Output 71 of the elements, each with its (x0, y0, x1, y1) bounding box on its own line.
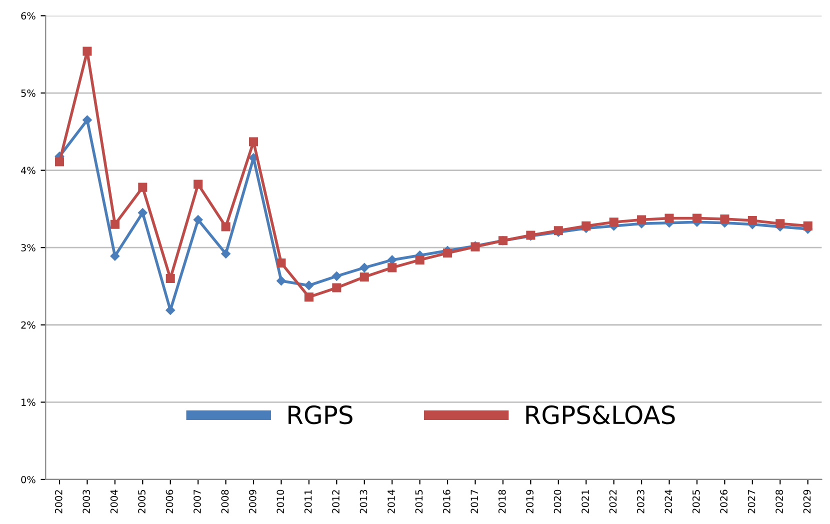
point (360, 263, 370, 272)
point (388, 263, 397, 272)
point (443, 248, 452, 258)
point (276, 258, 286, 268)
point (748, 216, 757, 226)
y-tick-label: 1% (22, 398, 36, 406)
point (720, 214, 730, 224)
x-tick-label: 2019 (526, 490, 534, 514)
x-tick-label: 2010 (276, 490, 284, 514)
y-tick-label: 3% (21, 244, 36, 252)
x-tick-label: 2003 (82, 490, 90, 514)
x-tick-label: 2006 (166, 490, 174, 514)
point (138, 208, 148, 218)
x-tick-label: 2022 (609, 490, 617, 514)
x-tick-label: 2027 (748, 490, 756, 514)
point (637, 215, 646, 224)
point (82, 115, 92, 125)
point (692, 214, 702, 223)
x-tick-label: 2013 (360, 490, 368, 514)
x-tick-label: 2018 (498, 490, 506, 514)
x-tick-label: 2026 (720, 490, 728, 514)
x-tick-label: 2029 (803, 490, 811, 514)
point (304, 292, 314, 302)
x-tick-label: 2020 (554, 490, 562, 514)
y-tick-label: 2% (21, 321, 36, 329)
point (304, 280, 314, 290)
point (221, 249, 230, 258)
point (609, 218, 618, 227)
point (387, 255, 397, 265)
point (110, 251, 120, 261)
x-tick-label: 2011 (304, 490, 312, 514)
point (582, 221, 591, 230)
point (138, 182, 148, 192)
y-tick-label: 4% (20, 166, 36, 174)
point (249, 137, 258, 146)
point (166, 274, 175, 284)
point (54, 157, 64, 166)
point (193, 215, 203, 224)
x-tick-label: 2015 (415, 490, 423, 514)
point (221, 222, 230, 232)
point (415, 255, 424, 264)
x-tick-label: 2021 (582, 490, 589, 514)
y-tick-label: 5% (21, 89, 36, 97)
point (664, 214, 674, 223)
point (332, 272, 342, 281)
x-tick-label: 2017 (470, 490, 478, 514)
point (276, 276, 286, 286)
point (803, 221, 812, 230)
point (776, 219, 785, 228)
x-tick-label: 2016 (443, 490, 450, 514)
x-tick-label: 2005 (138, 490, 146, 514)
point (110, 220, 120, 229)
y-tick-label: 0% (21, 476, 36, 484)
x-tick-label: 2014 (388, 490, 395, 514)
x-tick-label: 2025 (692, 490, 700, 514)
x-tick-label: 2024 (664, 490, 672, 514)
x-tick-label: 2004 (110, 490, 118, 514)
legend-label: RGPS (288, 405, 352, 424)
x-tick-label: 2012 (332, 490, 340, 514)
x-tick-label: 2028 (776, 490, 783, 514)
point (82, 46, 92, 56)
y-tick-label: 6% (21, 12, 36, 20)
point (194, 180, 203, 189)
x-tick-label: 2023 (637, 490, 644, 514)
point (360, 272, 369, 282)
point (332, 283, 342, 292)
x-tick-label: 2008 (221, 490, 229, 514)
x-tick-label: 2002 (54, 490, 62, 514)
x-tick-label: 2007 (194, 490, 201, 514)
x-tick-label: 2009 (248, 490, 256, 514)
legend-label: RGPS&LOAS (526, 405, 675, 424)
